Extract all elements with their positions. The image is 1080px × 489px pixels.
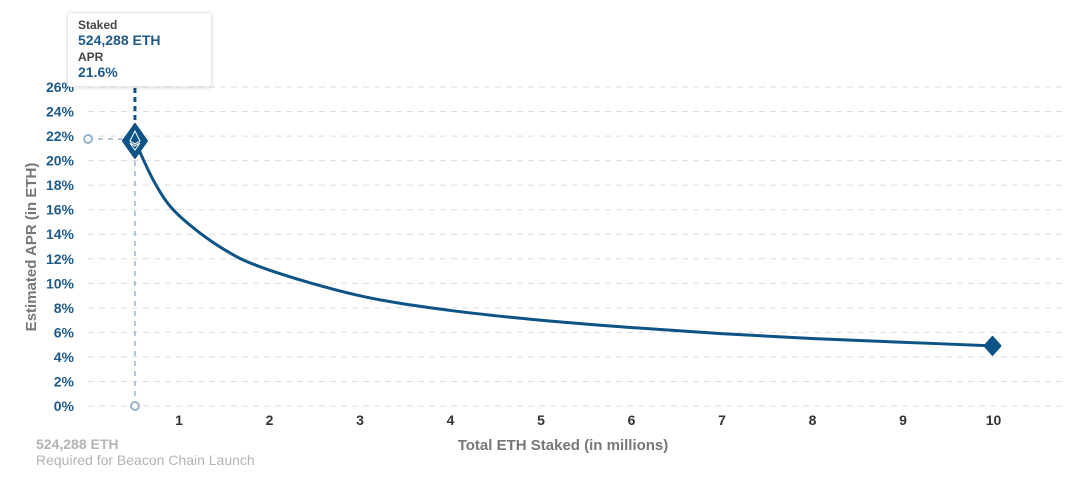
tooltip-staked-label: Staked (78, 18, 118, 32)
note-amount: 524,288 ETH (36, 436, 119, 452)
apr-curve (133, 140, 993, 348)
y-tick-label: 6% (54, 324, 75, 340)
tooltip-apr-label: APR (78, 50, 104, 64)
x-tick-label: 2 (266, 412, 274, 428)
tooltip-apr-value: 21.6% (78, 64, 118, 80)
y-tick-label: 22% (46, 128, 75, 144)
y-tick-label: 18% (46, 177, 75, 193)
y-tick-label: 8% (54, 300, 75, 316)
end-point (983, 335, 1002, 356)
note-caption: Required for Beacon Chain Launch (36, 452, 255, 468)
tooltip: Staked 524,288 ETH APR 21.6% (67, 12, 212, 87)
y-tick-label: 2% (54, 373, 75, 389)
y-tick-label: 4% (54, 349, 75, 365)
x-tick-label: 1 (175, 412, 183, 428)
x-tick-label: 5 (537, 412, 545, 428)
ethereum-icon (129, 129, 141, 151)
y-tick-label: 10% (46, 275, 75, 291)
y-tick-label: 16% (46, 202, 75, 218)
y-tick-label: 0% (54, 398, 75, 414)
highlight-point (121, 122, 148, 159)
x-axis-label: Total ETH Staked (in millions) (458, 437, 669, 454)
beacon-chain-note: 524,288 ETH Required for Beacon Chain La… (36, 436, 255, 468)
y-tick-label: 12% (46, 251, 75, 267)
x-tick-label: 4 (447, 412, 455, 428)
tooltip-staked-value: 524,288 ETH (78, 32, 161, 48)
x-tick-label: 8 (809, 412, 817, 428)
x-tick-label: 10 (986, 412, 1002, 428)
y-tick-label: 20% (46, 153, 75, 169)
x-tick-label: 9 (899, 412, 907, 428)
x-guide-dot (129, 401, 140, 411)
x-tick-label: 6 (628, 412, 636, 428)
y-tick-label: 14% (46, 226, 75, 242)
y-axis-label: Estimated APR (in ETH) (23, 163, 40, 332)
y-guide-dot (83, 133, 93, 144)
x-tick-label: 3 (356, 412, 364, 428)
y-tick-label: 24% (46, 104, 75, 120)
x-tick-label: 7 (718, 412, 726, 428)
